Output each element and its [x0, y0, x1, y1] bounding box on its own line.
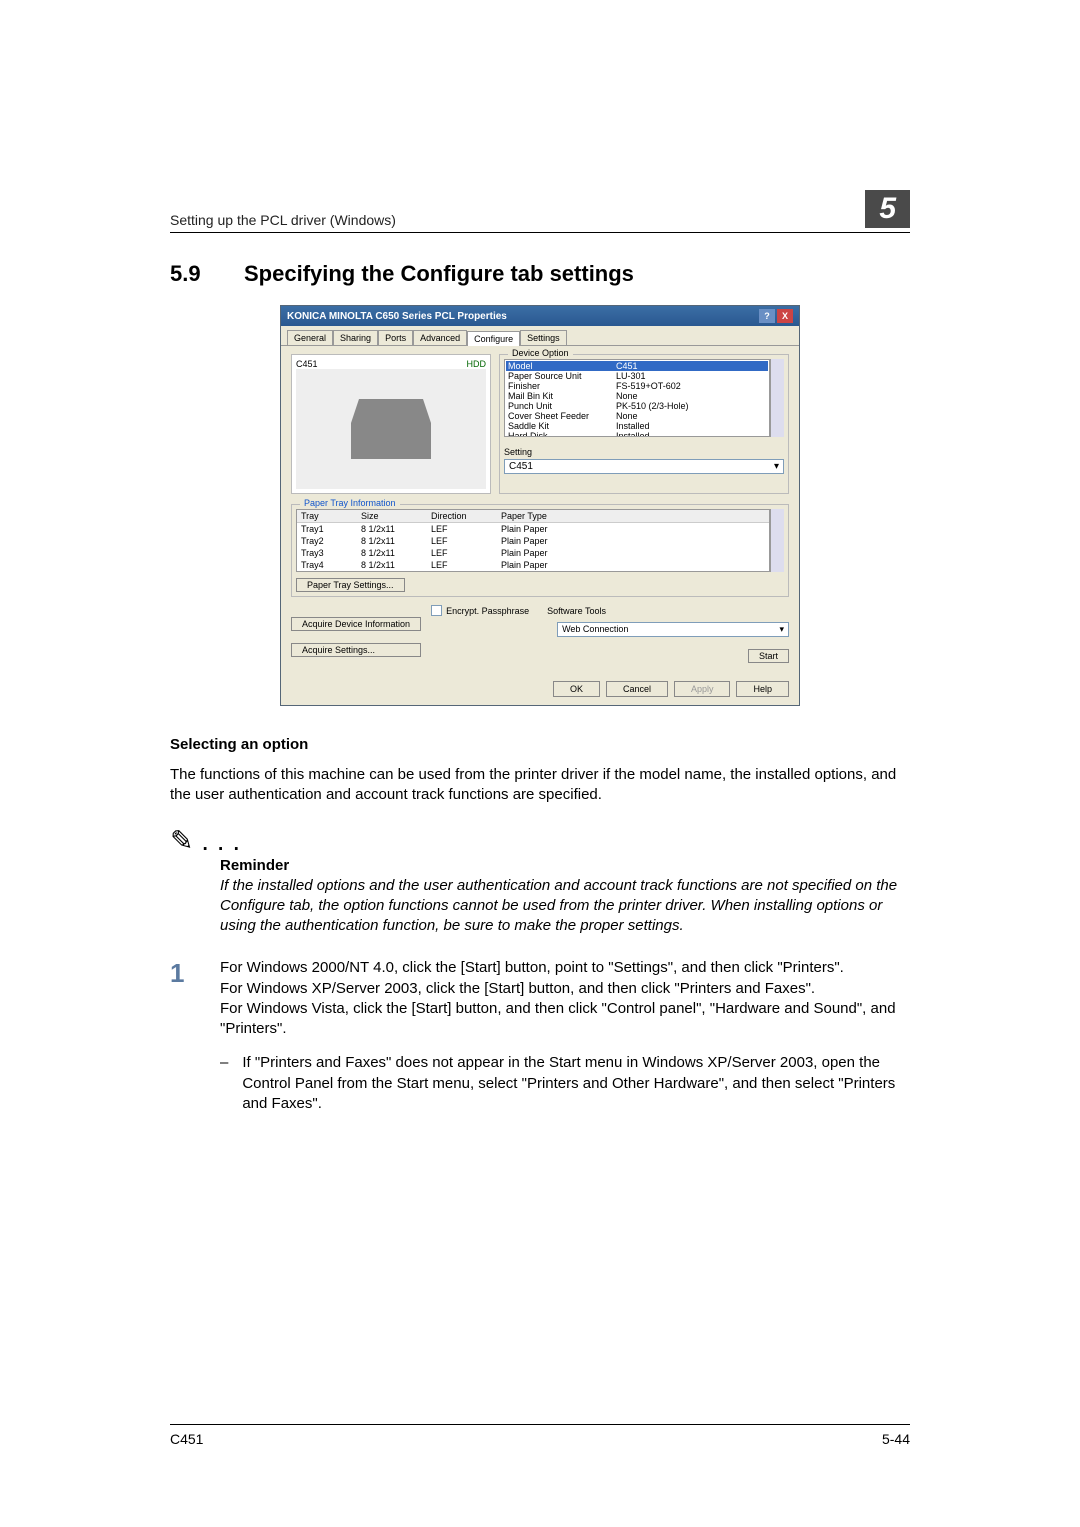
reminder-label: Reminder: [220, 857, 910, 874]
tab-row: General Sharing Ports Advanced Configure…: [281, 326, 799, 346]
page-header: Setting up the PCL driver (Windows) 5: [170, 190, 910, 233]
devlist-row: FinisherFS-519+OT-602: [506, 381, 768, 391]
close-icon[interactable]: X: [777, 309, 793, 323]
devlist-row: Paper Source UnitLU-301: [506, 371, 768, 381]
dialog-title: KONICA MINOLTA C650 Series PCL Propertie…: [287, 311, 507, 322]
acquire-settings-button[interactable]: Acquire Settings...: [291, 643, 421, 657]
model-label: C451: [296, 359, 318, 369]
paper-tray-settings-button[interactable]: Paper Tray Settings...: [296, 578, 405, 592]
step-number: 1: [170, 958, 196, 1114]
dialog-titlebar: KONICA MINOLTA C650 Series PCL Propertie…: [281, 306, 799, 326]
section-number: 5.9: [170, 261, 220, 287]
step-subitem: – If "Printers and Faxes" does not appea…: [220, 1053, 910, 1114]
hdd-icon: HDD: [467, 359, 487, 369]
ok-button[interactable]: OK: [553, 681, 600, 697]
help-icon[interactable]: ?: [759, 309, 775, 323]
start-button[interactable]: Start: [748, 649, 789, 663]
paper-tray-info: Paper Tray Information Tray Size Directi…: [291, 504, 789, 597]
chevron-down-icon: ▾: [774, 461, 779, 472]
note-icon: ✎ . . .: [170, 824, 910, 857]
devlist-row: Punch UnitPK-510 (2/3-Hole): [506, 401, 768, 411]
bottom-row: Acquire Device Information Acquire Setti…: [291, 605, 789, 663]
footer-left: C451: [170, 1431, 203, 1447]
step-line: For Windows 2000/NT 4.0, click the [Star…: [220, 958, 910, 978]
printer-shape: [351, 399, 431, 459]
devlist-row: Saddle KitInstalled: [506, 421, 768, 431]
section-heading: 5.9 Specifying the Configure tab setting…: [170, 261, 910, 287]
reminder-body: If the installed options and the user au…: [220, 876, 910, 937]
header-text: Setting up the PCL driver (Windows): [170, 212, 396, 228]
dash-icon: –: [220, 1053, 228, 1114]
devlist-row: ModelC451: [506, 361, 768, 371]
tab-settings[interactable]: Settings: [520, 330, 567, 345]
preview-box: C451 HDD: [291, 354, 491, 494]
table-row: Tray18 1/2x11LEFPlain Paper: [297, 523, 769, 535]
checkbox-icon: [431, 605, 442, 616]
step-subtext: If "Printers and Faxes" does not appear …: [242, 1053, 910, 1114]
reminder-block: Reminder If the installed options and th…: [170, 857, 910, 937]
titlebar-buttons: ? X: [759, 309, 793, 323]
device-option-label: Device Option: [508, 348, 573, 358]
software-tools-select[interactable]: Web Connection ▾: [557, 622, 789, 637]
acquire-device-button[interactable]: Acquire Device Information: [291, 617, 421, 631]
properties-dialog: KONICA MINOLTA C650 Series PCL Propertie…: [280, 305, 800, 706]
page-footer: C451 5-44: [170, 1424, 910, 1447]
help-button[interactable]: Help: [736, 681, 789, 697]
chapter-badge: 5: [865, 190, 910, 228]
table-row: Tray48 1/2x11LEFPlain Paper: [297, 559, 769, 571]
apply-button[interactable]: Apply: [674, 681, 731, 697]
step-line: For Windows Vista, click the [Start] but…: [220, 999, 910, 1040]
encrypt-label: Encrypt. Passphrase: [446, 606, 529, 616]
cancel-button[interactable]: Cancel: [606, 681, 668, 697]
step-body: For Windows 2000/NT 4.0, click the [Star…: [220, 958, 910, 1114]
footer-right: 5-44: [882, 1431, 910, 1447]
page: Setting up the PCL driver (Windows) 5 5.…: [0, 0, 1080, 1527]
subheading: Selecting an option: [170, 736, 910, 753]
table-row: Tray28 1/2x11LEFPlain Paper: [297, 535, 769, 547]
setting-select[interactable]: C451 ▾: [504, 459, 784, 474]
setting-label: Setting: [504, 447, 784, 457]
pti-label: Paper Tray Information: [300, 498, 400, 508]
scrollbar[interactable]: [770, 359, 784, 437]
devlist-row: Hard DiskInstalled: [506, 431, 768, 437]
tab-configure[interactable]: Configure: [467, 331, 520, 346]
tab-general[interactable]: General: [287, 330, 333, 345]
encrypt-checkbox[interactable]: Encrypt. Passphrase: [431, 605, 529, 616]
tab-ports[interactable]: Ports: [378, 330, 413, 345]
printer-preview: [296, 369, 486, 489]
dialog-footer: OK Cancel Apply Help: [281, 673, 799, 705]
tab-sharing[interactable]: Sharing: [333, 330, 378, 345]
table-row: Tray38 1/2x11LEFPlain Paper: [297, 547, 769, 559]
dialog-body: C451 HDD Device Option ModelC451 Paper S…: [281, 346, 799, 673]
pti-header: Tray Size Direction Paper Type: [297, 510, 769, 523]
scrollbar[interactable]: [770, 509, 784, 572]
software-tools-label: Software Tools: [547, 606, 606, 616]
step-1: 1 For Windows 2000/NT 4.0, click the [St…: [170, 958, 910, 1114]
upper-area: C451 HDD Device Option ModelC451 Paper S…: [291, 354, 789, 494]
model-row: C451 HDD: [296, 359, 486, 369]
device-option-group: Device Option ModelC451 Paper Source Uni…: [499, 354, 789, 494]
tab-advanced[interactable]: Advanced: [413, 330, 467, 345]
devlist-row: Mail Bin KitNone: [506, 391, 768, 401]
devlist-row: Cover Sheet FeederNone: [506, 411, 768, 421]
chevron-down-icon: ▾: [779, 624, 784, 635]
paragraph: The functions of this machine can be use…: [170, 765, 910, 806]
step-line: For Windows XP/Server 2003, click the [S…: [220, 979, 910, 999]
setting-value: C451: [509, 461, 533, 472]
section-title: Specifying the Configure tab settings: [244, 261, 634, 287]
device-list[interactable]: ModelC451 Paper Source UnitLU-301 Finish…: [504, 359, 770, 437]
